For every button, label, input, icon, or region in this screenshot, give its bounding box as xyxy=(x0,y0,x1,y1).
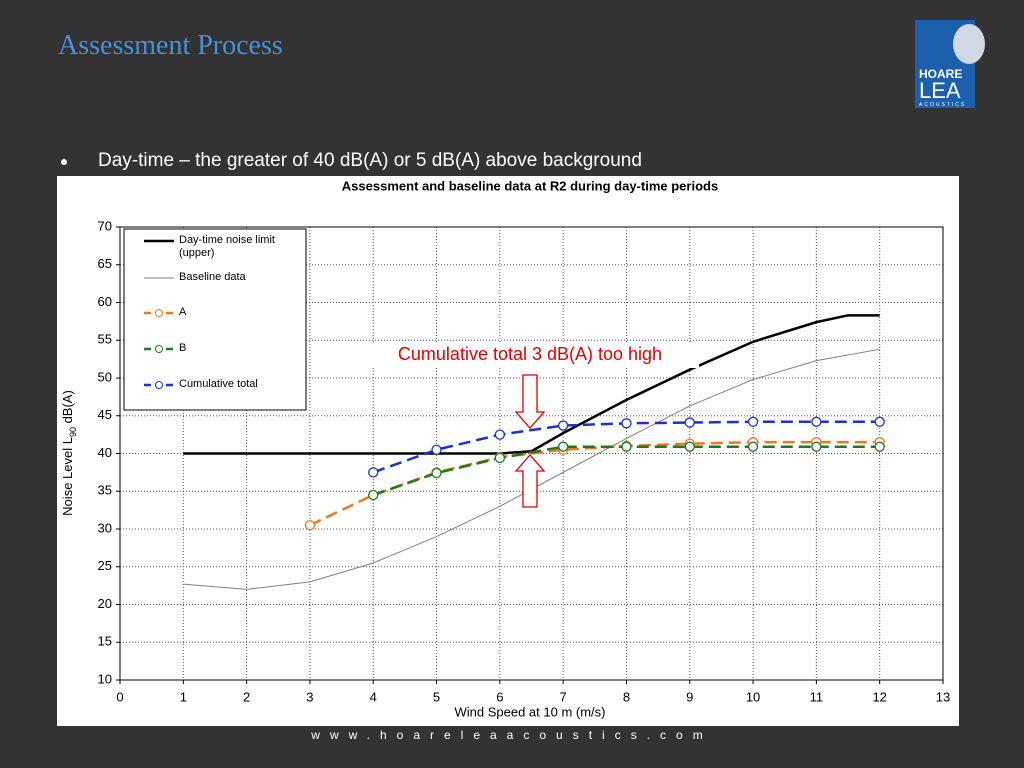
y-tick-label: 30 xyxy=(98,520,112,535)
legend-label: B xyxy=(179,342,187,354)
chart: Assessment and baseline data at R2 durin… xyxy=(57,176,959,726)
x-tick-label: 8 xyxy=(623,689,630,704)
data-point xyxy=(304,520,316,531)
plot-frame xyxy=(119,226,944,681)
x-tick-label: 1 xyxy=(180,689,187,704)
annotation-arrow xyxy=(514,374,546,429)
annotation: Cumulative total 3 dB(A) too high xyxy=(398,344,662,364)
data-point xyxy=(558,420,569,431)
x-tick-label: 13 xyxy=(936,689,950,704)
y-tick-label: 40 xyxy=(98,445,112,460)
data-point xyxy=(368,467,379,478)
y-tick-label: 20 xyxy=(98,596,112,611)
legend-marker xyxy=(155,381,163,389)
x-axis-label: Wind Speed at 10 m (m/s) xyxy=(455,704,606,719)
y-tick-label: 70 xyxy=(98,218,112,233)
y-label-part: Noise Level L xyxy=(60,437,75,516)
data-point xyxy=(874,416,885,427)
y-tick-label: 45 xyxy=(98,407,112,422)
y-tick-label: 25 xyxy=(98,558,112,573)
data-point xyxy=(747,416,759,427)
logo-text: ACOUSTICS xyxy=(919,102,967,108)
data-point xyxy=(684,417,695,428)
chart-title: Assessment and baseline data at R2 durin… xyxy=(342,178,718,193)
data-point xyxy=(747,441,759,452)
logo-text: LEA xyxy=(919,78,961,103)
data-point xyxy=(431,444,442,455)
annotation-arrow xyxy=(514,454,546,508)
data-point xyxy=(494,429,505,440)
legend-item: Baseline data xyxy=(179,271,246,283)
y-label-part: 90 xyxy=(68,427,78,437)
data-point xyxy=(811,416,822,427)
data-point xyxy=(494,452,505,464)
series-line xyxy=(309,440,880,527)
legend-label: Cumulative total xyxy=(179,378,258,390)
x-tick-label: 0 xyxy=(116,689,123,704)
data-point xyxy=(811,441,822,452)
y-tick-label: 15 xyxy=(98,634,112,649)
x-tick-label: 3 xyxy=(306,689,313,704)
y-tick-label: 60 xyxy=(98,294,112,309)
data-point xyxy=(621,418,632,429)
slide-title: Assessment Process xyxy=(58,30,283,61)
logo-text: HOARE xyxy=(919,67,963,81)
legend-marker xyxy=(155,345,163,353)
y-axis-label: Noise Level L90 dB(A) xyxy=(60,390,78,516)
legend-label: A xyxy=(179,306,187,318)
bullet-text: Day-time – the greater of 40 dB(A) or 5 … xyxy=(98,150,642,171)
logo: HOARE LEA ACOUSTICS xyxy=(915,20,985,108)
y-tick-label: 35 xyxy=(98,483,112,498)
footer: www.hoareleaacoustics.com xyxy=(311,728,713,742)
logo-arc xyxy=(953,24,985,64)
x-tick-label: 6 xyxy=(496,689,503,704)
x-tick-label: 7 xyxy=(560,689,567,704)
series-line xyxy=(183,314,880,455)
annotation-bg xyxy=(361,342,699,368)
legend-item: Cumulative total xyxy=(179,378,258,390)
data-point xyxy=(621,441,632,452)
legend-marker xyxy=(155,309,163,317)
data-point xyxy=(874,441,885,452)
data-point xyxy=(431,467,442,479)
data-point xyxy=(368,489,379,501)
data-point xyxy=(558,441,569,452)
bullet-dot xyxy=(61,159,67,165)
legend-box xyxy=(123,228,307,411)
x-tick-label: 9 xyxy=(686,689,693,704)
y-tick-label: 50 xyxy=(98,369,112,384)
legend-label: Baseline data xyxy=(179,271,246,283)
x-tick-label: 5 xyxy=(433,689,440,704)
data-point xyxy=(684,441,695,452)
x-tick-label: 2 xyxy=(243,689,250,704)
legend-label: Day-time noise limit (upper) xyxy=(179,234,275,259)
y-tick-label: 10 xyxy=(98,671,112,686)
legend-item: Day-time noise limit (upper) xyxy=(179,234,275,259)
x-tick-label: 11 xyxy=(810,689,824,704)
legend-item: B xyxy=(179,342,187,354)
x-tick-label: 12 xyxy=(872,689,886,704)
x-tick-label: 10 xyxy=(746,689,760,704)
y-tick-label: 55 xyxy=(98,332,112,347)
y-tick-label: 65 xyxy=(98,256,112,271)
legend-item: A xyxy=(179,306,187,318)
y-label-part: dB(A) xyxy=(60,390,75,427)
x-tick-label: 4 xyxy=(370,689,377,704)
